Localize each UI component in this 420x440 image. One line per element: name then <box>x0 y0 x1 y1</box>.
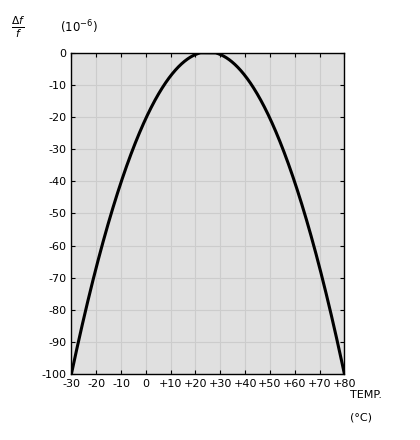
Text: TEMP.: TEMP. <box>350 390 382 400</box>
Text: $(10^{-6})$: $(10^{-6})$ <box>60 18 98 36</box>
Text: (°C): (°C) <box>350 413 372 422</box>
Text: $\frac{\Delta f}{f}$: $\frac{\Delta f}{f}$ <box>11 15 26 40</box>
